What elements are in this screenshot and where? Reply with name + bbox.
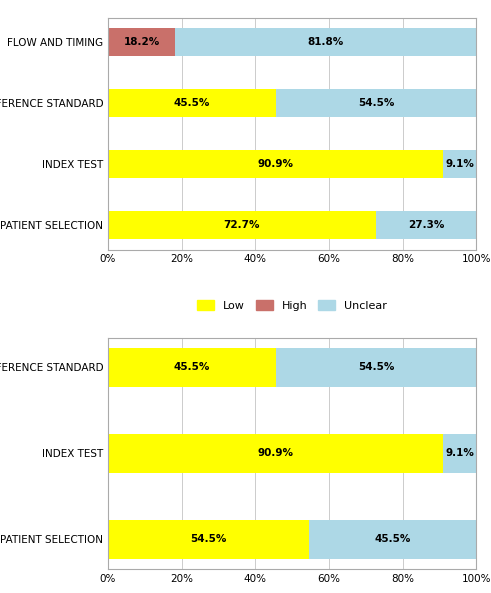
Bar [108, 151, 443, 178]
Text: 90.9%: 90.9% [257, 448, 294, 458]
Text: 54.5%: 54.5% [358, 98, 394, 108]
Text: 9.1%: 9.1% [445, 448, 474, 458]
Text: 90.9%: 90.9% [257, 159, 294, 169]
Text: 27.3%: 27.3% [408, 220, 444, 230]
Bar [108, 90, 275, 117]
Bar [175, 28, 476, 56]
Bar [108, 348, 275, 387]
Text: 45.5%: 45.5% [174, 98, 210, 108]
Bar [108, 520, 309, 559]
Text: 9.1%: 9.1% [445, 159, 474, 169]
Text: 81.8%: 81.8% [307, 37, 344, 47]
Bar [108, 212, 376, 239]
Bar [443, 434, 476, 473]
Bar [309, 520, 476, 559]
Text: 72.7%: 72.7% [223, 220, 260, 230]
Legend: Low, High, Unclear: Low, High, Unclear [194, 296, 390, 314]
Text: 45.5%: 45.5% [174, 362, 210, 372]
Bar [275, 348, 476, 387]
Text: 54.5%: 54.5% [358, 362, 394, 372]
Bar [443, 151, 476, 178]
Bar [108, 28, 175, 56]
Text: 18.2%: 18.2% [123, 37, 160, 47]
Text: 54.5%: 54.5% [190, 534, 226, 544]
Bar [108, 434, 443, 473]
Text: 45.5%: 45.5% [374, 534, 410, 544]
Bar [376, 212, 476, 239]
Bar [275, 90, 476, 117]
